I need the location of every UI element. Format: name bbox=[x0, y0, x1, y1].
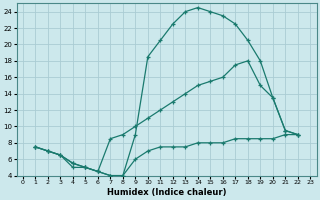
X-axis label: Humidex (Indice chaleur): Humidex (Indice chaleur) bbox=[107, 188, 226, 197]
